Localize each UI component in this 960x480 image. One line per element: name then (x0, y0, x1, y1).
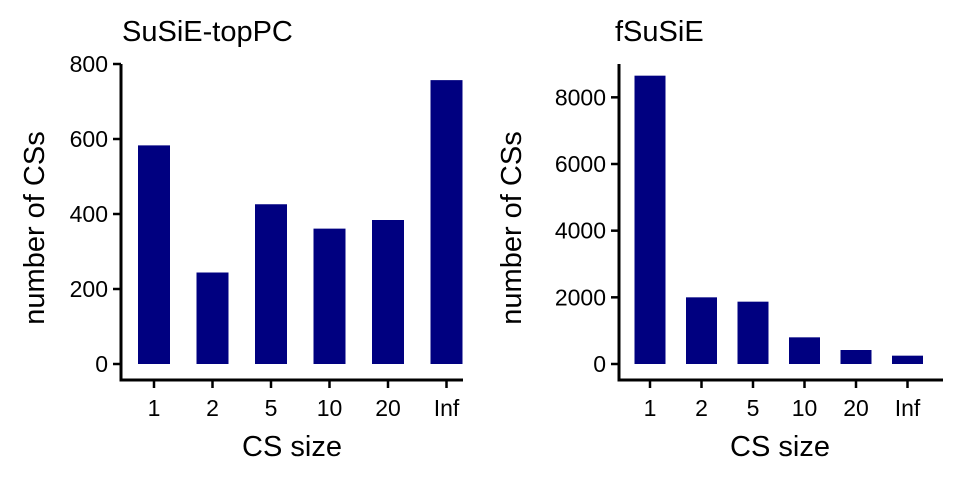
bar-Inf (430, 80, 463, 364)
x-tick-label: 10 (792, 395, 818, 421)
x-tick-label: 20 (375, 395, 401, 421)
y-tick-label: 200 (70, 276, 108, 302)
y-tick-label: 6000 (555, 151, 606, 177)
chart-panel-fsusie: fSuSiE number of CSs CS size 0 2000 4000 60… (496, 16, 943, 463)
x-tick-label: 1 (644, 395, 657, 421)
bar-20 (372, 220, 404, 364)
bar-5 (737, 301, 769, 364)
y-ticks: 0 200 400 600 800 (70, 51, 121, 377)
x-tick-label: 1 (148, 395, 161, 421)
bar-group (138, 80, 463, 364)
y-axis-label: number of CSs (19, 131, 51, 324)
y-tick-label: 0 (593, 351, 606, 377)
x-axis-label: CS size (242, 431, 342, 463)
bar-1 (634, 75, 666, 365)
x-tick-label: Inf (434, 395, 460, 421)
y-axis-label: number of CSs (496, 131, 528, 324)
bar-2 (686, 297, 717, 364)
x-tick-label: 2 (206, 395, 219, 421)
bar-group (634, 75, 923, 365)
chart-panel-susie-toppc: SuSiE-topPC number of CSs CS size 0 200 40… (19, 16, 463, 463)
y-ticks: 0 2000 4000 6000 8000 (555, 84, 619, 377)
x-tick-label: 2 (695, 395, 708, 421)
y-tick-label: 800 (70, 51, 108, 77)
y-tick-label: 2000 (555, 284, 606, 310)
y-tick-label: 600 (70, 126, 108, 152)
bar-Inf (892, 355, 923, 364)
bar-5 (255, 204, 287, 364)
bar-2 (196, 272, 229, 364)
x-tick-label: 5 (747, 395, 760, 421)
chart-title: SuSiE-topPC (122, 16, 293, 48)
x-tick-label: 20 (843, 395, 869, 421)
y-tick-label: 4000 (555, 218, 606, 244)
bar-20 (840, 350, 872, 364)
x-tick-label: 10 (317, 395, 343, 421)
bar-10 (313, 228, 346, 364)
x-ticks: 1 2 5 10 20 Inf (644, 380, 921, 421)
y-tick-label: 400 (70, 201, 108, 227)
bar-10 (789, 337, 820, 364)
chart-title: fSuSiE (615, 16, 704, 48)
y-tick-label: 8000 (555, 84, 606, 110)
x-tick-label: 5 (265, 395, 278, 421)
x-axis-label: CS size (730, 431, 830, 463)
x-ticks: 1 2 5 10 20 Inf (148, 380, 460, 421)
x-tick-label: Inf (895, 395, 921, 421)
bar-1 (138, 145, 170, 364)
y-tick-label: 0 (95, 351, 108, 377)
